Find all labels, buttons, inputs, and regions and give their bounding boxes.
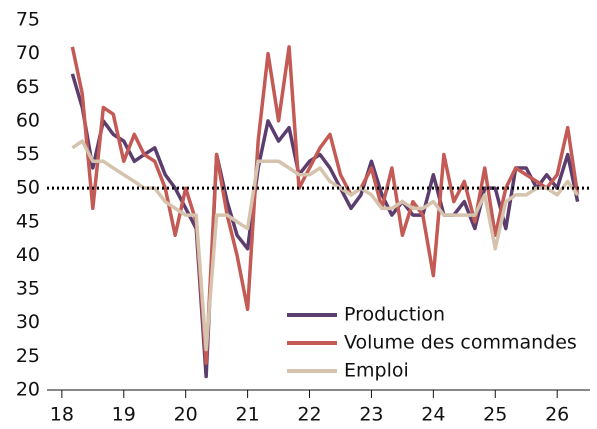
series-line: [71, 139, 580, 352]
legend-label: Emploi: [344, 360, 409, 382]
series-line: [70, 45, 580, 365]
x-tick-label: 26: [545, 404, 569, 426]
y-tick-label: 65: [16, 76, 40, 98]
y-tick-label: 55: [16, 143, 40, 165]
y-tick-label: 40: [16, 244, 40, 266]
x-tick-label: 21: [236, 404, 260, 426]
y-tick-label: 60: [16, 109, 40, 131]
x-tick-label: 20: [174, 404, 198, 426]
y-tick-label: 50: [16, 177, 40, 199]
legend-label: Volume des commandes: [344, 332, 577, 354]
x-tick-label: 18: [50, 404, 74, 426]
y-tick-label: 70: [16, 42, 40, 64]
x-tick-label: 24: [421, 404, 445, 426]
legend-label: Production: [344, 304, 445, 326]
y-tick-label: 45: [16, 210, 40, 232]
y-tick-label: 75: [16, 9, 40, 31]
y-tick-label: 20: [16, 379, 40, 401]
y-tick-label: 25: [16, 345, 40, 367]
x-tick-label: 19: [112, 404, 136, 426]
y-tick-label: 35: [16, 278, 40, 300]
x-tick-label: 23: [359, 404, 383, 426]
x-tick-label: 25: [483, 404, 507, 426]
x-tick-label: 22: [297, 404, 321, 426]
y-tick-label: 30: [16, 311, 40, 333]
